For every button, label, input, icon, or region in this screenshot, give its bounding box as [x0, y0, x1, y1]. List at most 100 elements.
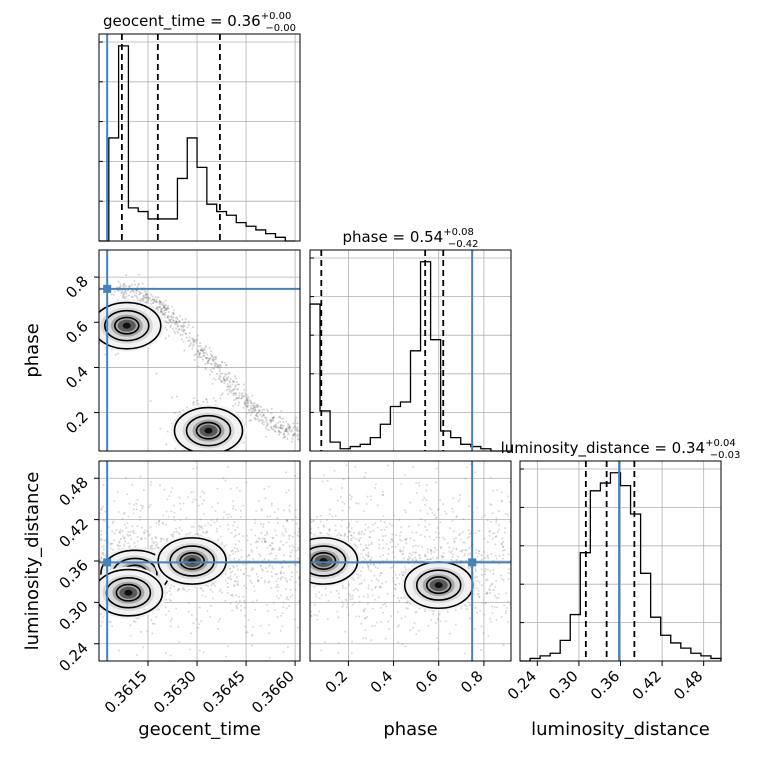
sample-point — [218, 365, 221, 368]
sample-point — [232, 388, 235, 391]
sample-point — [137, 273, 140, 276]
sample-point — [248, 411, 251, 414]
sample-point — [318, 591, 321, 594]
sample-point — [238, 401, 241, 404]
panel-frame — [309, 460, 512, 662]
sample-point — [101, 621, 104, 624]
sample-point — [228, 567, 231, 570]
sample-point — [388, 628, 391, 631]
sample-point — [246, 399, 249, 402]
sample-point — [260, 507, 263, 510]
sample-point — [323, 640, 326, 643]
sample-point — [123, 283, 126, 286]
sample-point — [324, 587, 327, 590]
sample-point — [442, 555, 445, 558]
density-contour — [113, 316, 140, 335]
sample-point — [390, 538, 393, 541]
sample-point — [208, 358, 211, 361]
sample-point — [212, 360, 215, 363]
sample-point — [477, 589, 480, 592]
sample-point — [202, 499, 205, 502]
sample-point — [430, 552, 433, 555]
sample-point — [192, 338, 195, 341]
sample-point — [144, 292, 147, 295]
sample-point — [481, 601, 484, 604]
sample-point — [357, 502, 360, 505]
sample-point — [171, 533, 174, 536]
sample-point — [265, 424, 268, 427]
sample-point — [176, 589, 179, 592]
sample-point — [197, 350, 200, 353]
sample-point — [274, 424, 277, 427]
sample-point — [262, 523, 265, 526]
sample-point — [367, 568, 370, 571]
sample-point — [203, 512, 206, 515]
sample-point — [178, 496, 181, 499]
sample-point — [155, 521, 158, 524]
sample-point — [282, 553, 285, 556]
sample-point — [236, 568, 239, 571]
sample-point — [460, 559, 463, 562]
sample-point — [246, 539, 249, 542]
sample-point — [282, 571, 285, 574]
sample-point — [96, 333, 98, 335]
sample-point — [419, 533, 422, 536]
sample-point — [465, 559, 468, 562]
sample-point — [232, 392, 235, 395]
sample-point — [342, 478, 345, 481]
sample-point — [398, 582, 401, 585]
sample-point — [205, 357, 208, 360]
sample-point — [490, 583, 493, 586]
sample-point — [264, 540, 267, 543]
sample-point — [275, 534, 278, 537]
sample-point — [130, 283, 133, 286]
sample-point — [502, 644, 505, 647]
sample-point — [293, 618, 296, 621]
sample-point — [336, 610, 339, 613]
sample-point — [200, 587, 203, 590]
truth-marker — [103, 558, 112, 567]
panel-frame — [98, 249, 301, 452]
sample-point — [140, 537, 143, 540]
sample-point — [363, 617, 366, 620]
sample-point — [435, 536, 438, 539]
sample-point — [283, 432, 286, 435]
sample-point — [480, 648, 483, 651]
sample-point — [163, 305, 166, 308]
sample-point — [151, 622, 154, 625]
sample-point — [229, 577, 232, 580]
sample-point — [226, 523, 229, 526]
sample-point — [270, 419, 273, 422]
sample-point — [392, 580, 395, 583]
sample-point — [406, 600, 409, 603]
sample-point — [229, 386, 232, 389]
sample-point — [212, 377, 215, 380]
sample-point — [229, 377, 232, 380]
sample-point — [96, 318, 98, 320]
sample-point — [341, 519, 344, 522]
sample-point — [167, 334, 170, 337]
sample-point — [158, 300, 161, 303]
sample-point — [238, 394, 241, 397]
sample-point — [346, 535, 349, 538]
sample-point — [118, 540, 121, 543]
sample-point — [265, 416, 268, 419]
sample-point — [314, 593, 317, 596]
sample-point — [236, 486, 239, 489]
sample-point — [135, 289, 138, 292]
sample-point — [344, 587, 347, 590]
sample-point — [234, 377, 237, 380]
sample-point — [280, 424, 283, 427]
density-layer — [99, 299, 477, 619]
sample-point — [383, 602, 386, 605]
sample-point — [190, 525, 193, 528]
sample-point — [142, 646, 145, 649]
sample-point — [167, 610, 170, 613]
sample-point — [209, 353, 212, 356]
sample-point — [124, 540, 127, 543]
sample-point — [237, 533, 240, 536]
sample-point — [478, 529, 481, 532]
sample-point — [217, 366, 220, 369]
sample-point — [186, 590, 189, 593]
